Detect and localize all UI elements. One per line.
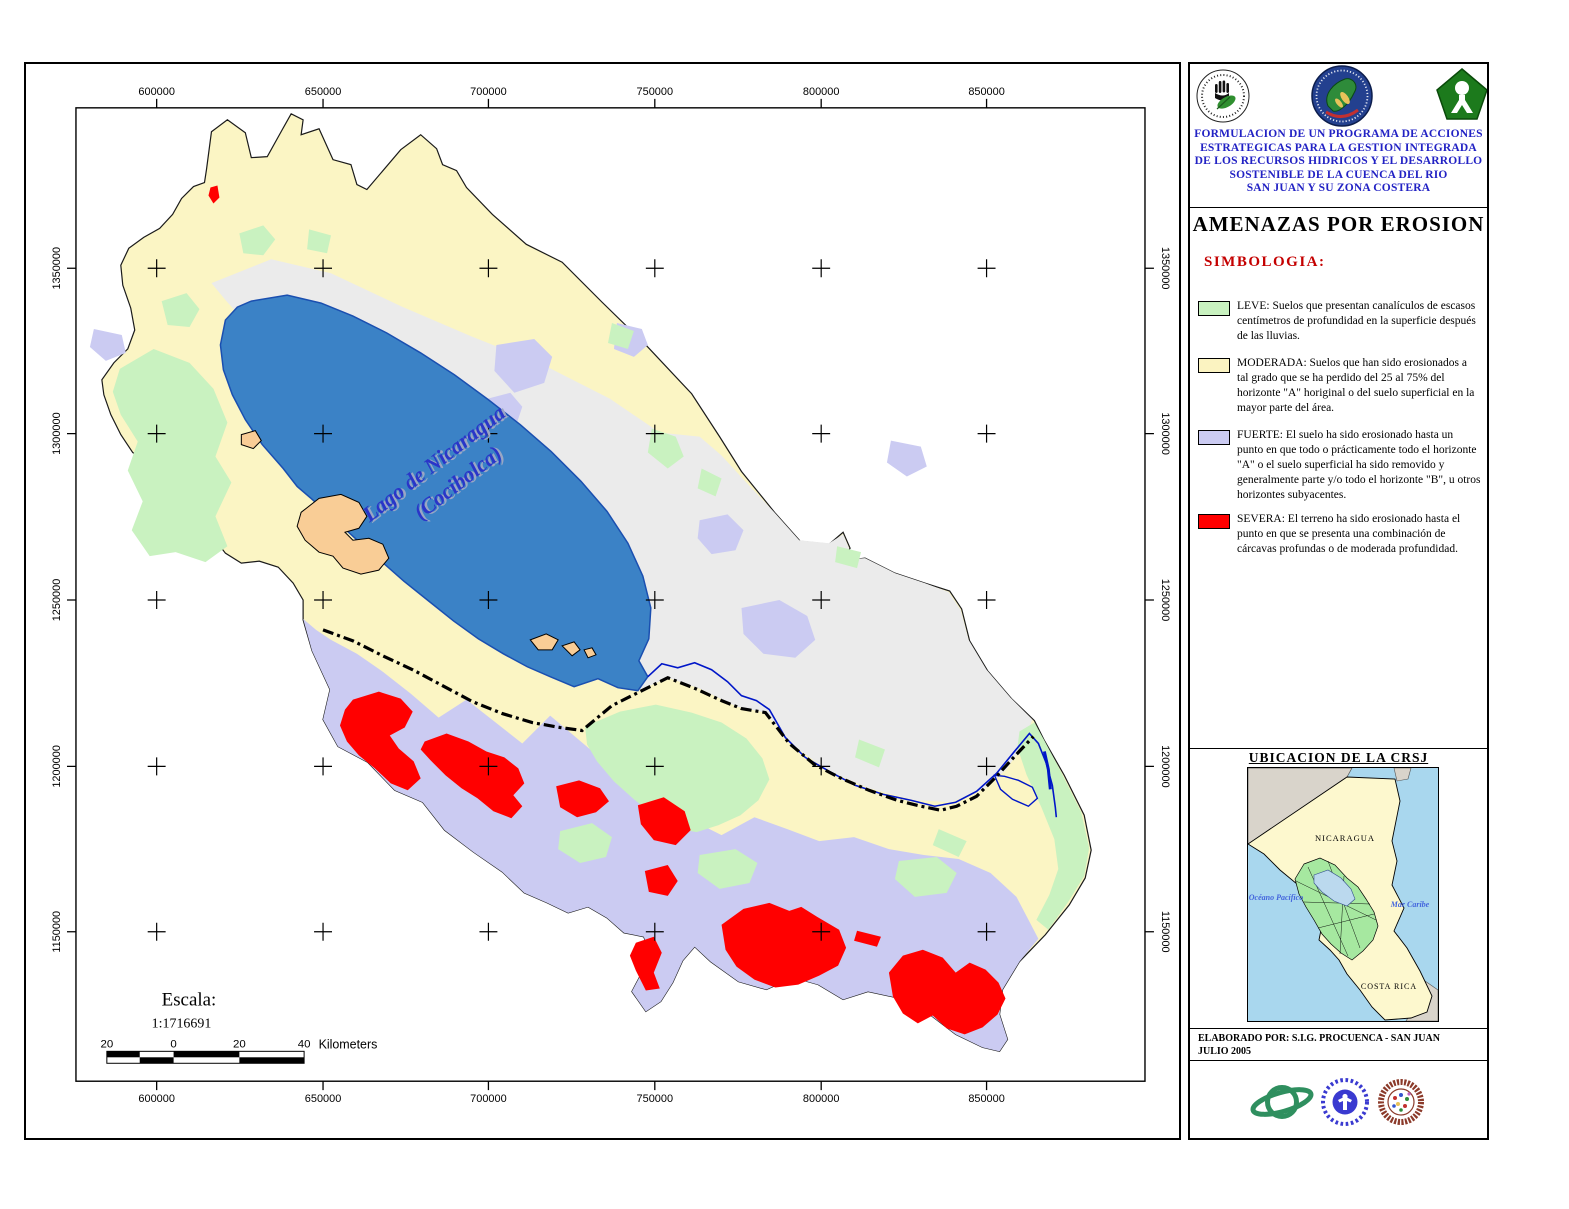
- left-axis-label: 1350000: [51, 247, 63, 290]
- axis-ticks: [66, 98, 1154, 1091]
- top-axis-label: 750000: [637, 86, 674, 98]
- credits-block: ELABORADO POR: S.I.G. PROCUENCA - SAN JU…: [1198, 1032, 1484, 1058]
- inset-land-northeast: [1393, 768, 1412, 782]
- top-axis-label: 850000: [968, 86, 1004, 98]
- inset-label-pacific: Océano Pacífico: [1249, 893, 1303, 902]
- left-axis-label: 1300000: [51, 412, 63, 455]
- top-axis-label: 650000: [305, 86, 341, 98]
- scale-bar-label: 20: [233, 1038, 246, 1050]
- map-frame: [75, 107, 1146, 1082]
- top-axis-label: 800000: [803, 86, 840, 98]
- inset-label-costa-rica: COSTA RICA: [1361, 982, 1417, 991]
- project-title: FORMULACION DE UN PROGRAMA DE ACCIONES E…: [1194, 128, 1483, 194]
- scale-label: Escala:: [162, 989, 217, 1010]
- inset-map-title: UBICACION DE LA CRSJ: [1248, 750, 1429, 765]
- right-axis-label: 1350000: [1159, 247, 1171, 290]
- green-institution-icon: [1436, 68, 1487, 120]
- symbology-heading: SIMBOLOGIA:: [1204, 254, 1326, 270]
- bottom-axis-label: 700000: [470, 1093, 507, 1105]
- inset-locator-map: NICARAGUA COSTA RICA Océano Pacífico Mar…: [1247, 767, 1439, 1022]
- axis-labels: 600000 650000 700000 750000 800000 85000…: [51, 86, 1171, 1105]
- bottom-axis-label: 650000: [305, 1093, 341, 1105]
- map-sheet: 600000 650000 700000 750000 800000 85000…: [24, 62, 1181, 1140]
- right-axis-label: 1200000: [1159, 745, 1171, 788]
- basin-layers: [89, 113, 1092, 1052]
- legend-text-leve: LEVE: Suelos que presentan canalículos d…: [1237, 300, 1476, 342]
- bottom-axis-label: 850000: [968, 1093, 1004, 1105]
- map-title: AMENAZAS POR EROSION: [1192, 212, 1485, 236]
- footer-logos: [1250, 1078, 1424, 1126]
- inset-lake: [1313, 869, 1356, 907]
- top-axis-label: 600000: [138, 86, 175, 98]
- scale-bar-label: 40: [298, 1038, 311, 1050]
- left-axis-label: 1150000: [51, 911, 63, 953]
- leve-patches: [112, 225, 1090, 930]
- divider: [1190, 1028, 1487, 1029]
- left-axis-label: 1200000: [51, 745, 63, 788]
- fuerte-patches: [89, 323, 927, 658]
- bottom-axis-label: 600000: [138, 1093, 175, 1105]
- lake-nicaragua: [219, 294, 652, 692]
- right-axis-label: 1250000: [1159, 579, 1171, 622]
- legend-text-fuerte: FUERTE: El suelo ha sido erosionado hast…: [1237, 429, 1481, 501]
- scale-bar-label: 20: [100, 1038, 113, 1050]
- legend-text-severa: SEVERA: El terreno ha sido erosionado ha…: [1237, 513, 1461, 555]
- national-border-line: [322, 628, 1035, 812]
- legend-item-leve: LEVE: Suelos que presentan canalículos d…: [1198, 299, 1481, 344]
- credits-elaborado: ELABORADO POR: S.I.G. PROCUENCA - SAN JU…: [1198, 1033, 1440, 1044]
- scale-bar-label: 0: [170, 1038, 176, 1050]
- info-panel: FORMULACION DE UN PROGRAMA DE ACCIONES E…: [1188, 62, 1489, 1140]
- graticule-crosses: [147, 259, 996, 941]
- marena-seal-icon: [1196, 69, 1250, 123]
- scale-bar-labels: 20 0 20 40 Kilometers: [100, 1037, 377, 1051]
- legend-swatch-fuerte: [1198, 430, 1230, 445]
- divider: [1190, 748, 1487, 749]
- right-axis-label: 1300000: [1159, 412, 1171, 455]
- credits-fecha: JULIO 2005: [1198, 1046, 1252, 1057]
- divider: [1190, 1060, 1487, 1061]
- severa-patches: [208, 185, 1006, 1035]
- legend-item-fuerte: FUERTE: El suelo ha sido erosionado hast…: [1198, 428, 1481, 503]
- procuenca-san-juan-icon: [1311, 65, 1373, 127]
- legend-swatch-moderada: [1198, 358, 1230, 373]
- inset-label-nicaragua: NICARAGUA: [1315, 833, 1375, 843]
- bottom-axis-label: 750000: [637, 1093, 674, 1105]
- scale-bar: [106, 1050, 305, 1064]
- legend-item-moderada: MODERADA: Suelos que han sido erosionado…: [1198, 356, 1481, 416]
- oas-seal-icon: [1378, 1079, 1424, 1125]
- bottom-axis-label: 800000: [803, 1093, 840, 1105]
- unep-wreath-icon: [1321, 1078, 1369, 1126]
- main-map: 600000 650000 700000 750000 800000 85000…: [51, 86, 1171, 1105]
- legend-text-moderada: MODERADA: Suelos que han sido erosionado…: [1237, 357, 1475, 414]
- inset-label-caribbean: Mar Caribe: [1390, 900, 1430, 909]
- right-axis-label: 1150000: [1159, 911, 1171, 953]
- lake-islands: [240, 430, 597, 659]
- divider: [1190, 207, 1487, 208]
- gef-planet-icon: [1250, 1085, 1314, 1119]
- left-axis-label: 1250000: [51, 579, 63, 622]
- legend-swatch-severa: [1198, 514, 1230, 529]
- scale-block: Escala: 1:1716691 20 0 20 40 Kilometers: [100, 989, 377, 1064]
- legend-swatch-leve: [1198, 301, 1230, 316]
- header-logos: [1196, 65, 1487, 127]
- scale-unit-label: Kilometers: [319, 1037, 378, 1051]
- legend-item-severa: SEVERA: El terreno ha sido erosionado ha…: [1198, 512, 1481, 557]
- scale-ratio: 1:1716691: [152, 1016, 212, 1031]
- top-axis-label: 700000: [470, 86, 507, 98]
